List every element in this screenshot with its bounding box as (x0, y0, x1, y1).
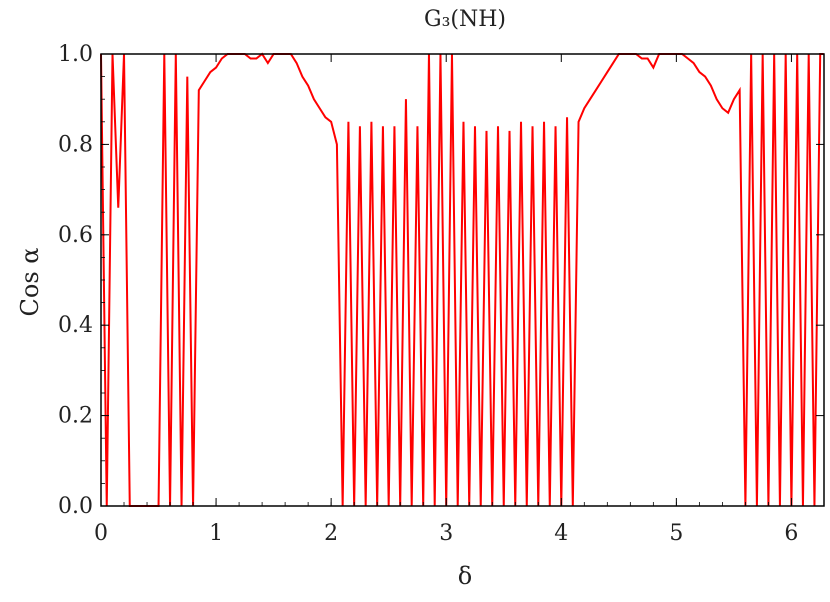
chart-title: G₃(NH) (424, 7, 506, 32)
y-tick-label: 0.6 (58, 223, 93, 248)
y-tick-label: 0.0 (58, 494, 93, 519)
x-axis-label: δ (458, 562, 472, 590)
x-tick-label: 1 (209, 521, 223, 546)
x-tick-label: 4 (554, 521, 568, 546)
x-tick-label: 6 (784, 521, 798, 546)
axes-layer: 0 1 2 3 4 5 6 0.0 0.2 0.4 0.6 0.8 1.0 (58, 42, 825, 546)
y-tick-label: 0.8 (58, 132, 93, 157)
y-tick-label: 0.2 (58, 404, 93, 429)
x-tick-label: 2 (324, 521, 338, 546)
x-tick-label: 0 (94, 521, 108, 546)
y-axis-label: Cos α (16, 248, 44, 317)
series-line (100, 52, 824, 507)
plot-layer (100, 52, 824, 507)
x-tick-label: 3 (439, 521, 453, 546)
y-tick-label: 1.0 (58, 42, 93, 67)
x-tick-label: 5 (669, 521, 683, 546)
y-tick-label: 0.4 (58, 313, 93, 338)
